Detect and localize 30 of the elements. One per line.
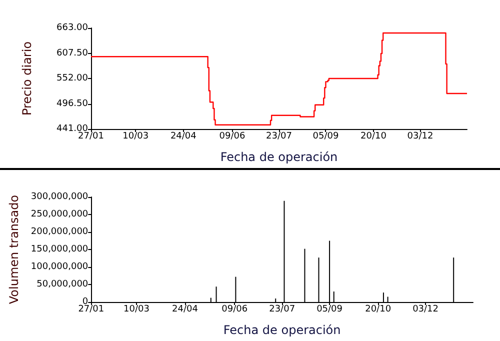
x-tick-label: 05/09 [312, 132, 339, 142]
y-axis-title: Volumen transado [7, 194, 21, 304]
x-tick-label: 03/12 [412, 304, 439, 314]
x-tick-label: 24/04 [172, 304, 198, 314]
x-axis-title: Fecha de operación [223, 323, 341, 337]
y-tick-label: 50,000,000 [36, 280, 88, 290]
x-tick-label: 27/01 [78, 132, 104, 142]
y-tick-label: 250,000,000 [30, 210, 88, 220]
x-tick-label: 10/03 [123, 304, 150, 314]
x-tick-label: 20/10 [365, 304, 392, 314]
x-tick-label: 23/07 [266, 132, 292, 142]
y-tick-label: 300,000,000 [30, 192, 88, 202]
y-tick-label: 607.50 [56, 48, 88, 58]
x-tick-label: 27/01 [78, 304, 104, 314]
x-tick-label: 05/09 [316, 304, 343, 314]
x-tick-label: 03/12 [407, 132, 434, 142]
x-tick-label: 09/06 [222, 304, 248, 314]
x-tick-label: 23/07 [269, 304, 296, 314]
y-axis-title: Precio diario [20, 41, 34, 116]
y-tick-label: 552.00 [56, 74, 88, 84]
x-tick-label: 10/03 [122, 132, 149, 142]
y-tick-label: 150,000,000 [30, 244, 88, 254]
x-tick-label: 20/10 [360, 132, 387, 142]
y-tick-label: 200,000,000 [30, 227, 88, 237]
y-tick-label: 496.50 [56, 98, 88, 109]
x-tick-label: 09/06 [219, 132, 246, 142]
y-tick-label: 100,000,000 [30, 262, 88, 272]
y-tick-label: 663.00 [56, 23, 88, 33]
x-tick-label: 24/04 [170, 132, 197, 142]
x-axis-title: Fecha de operación [220, 150, 338, 164]
